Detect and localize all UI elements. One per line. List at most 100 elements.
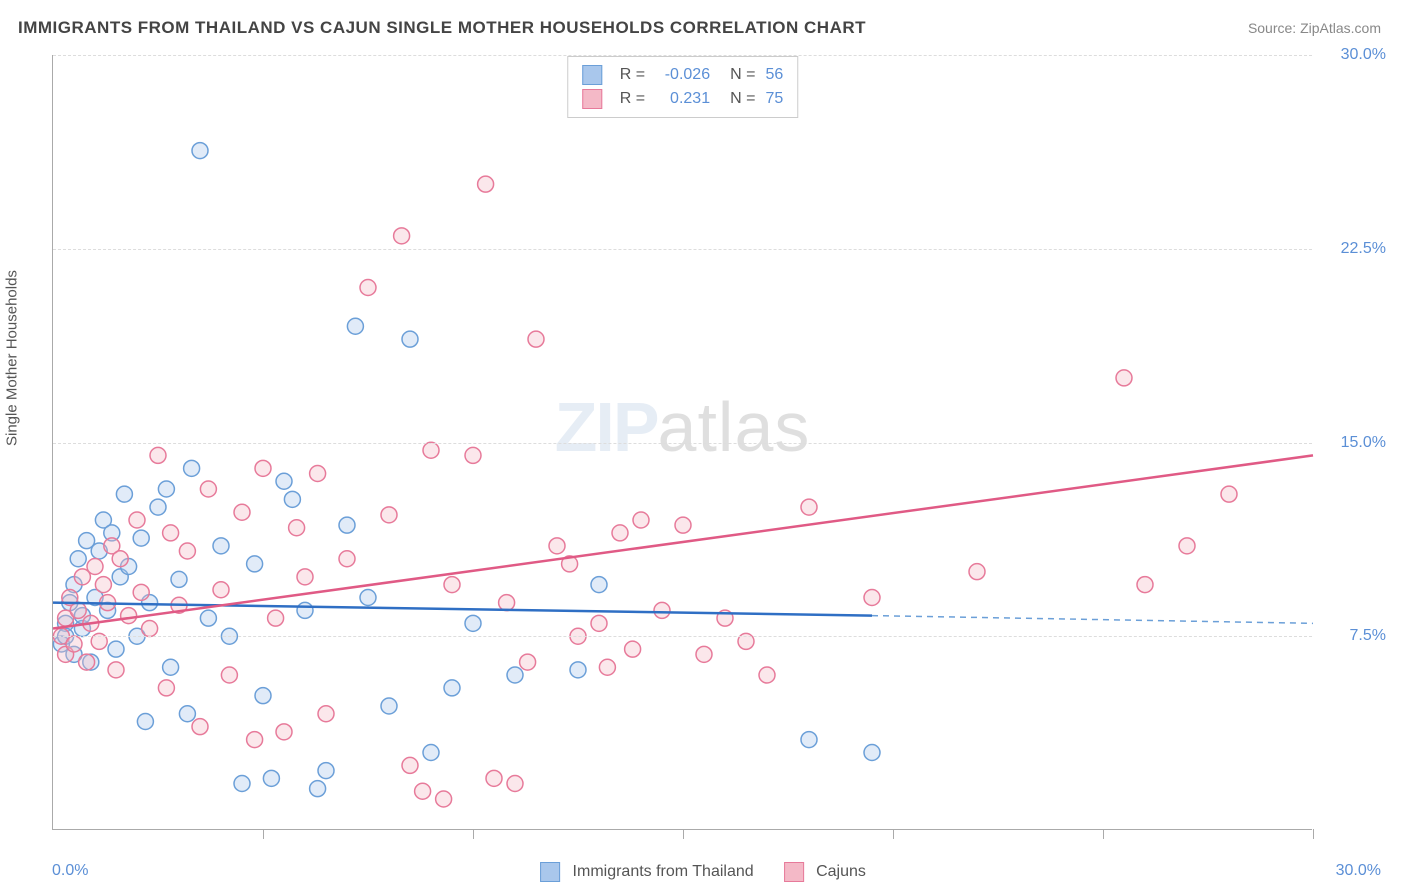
data-point: [297, 569, 313, 585]
data-point: [654, 602, 670, 618]
data-point: [158, 481, 174, 497]
data-point: [137, 714, 153, 730]
data-point: [381, 507, 397, 523]
data-point: [276, 473, 292, 489]
legend-swatch-blue-icon: [540, 862, 560, 882]
data-point: [234, 504, 250, 520]
data-point: [486, 770, 502, 786]
data-point: [1137, 577, 1153, 593]
x-tick: [893, 829, 894, 839]
data-point: [150, 447, 166, 463]
data-point: [284, 491, 300, 507]
data-point: [549, 538, 565, 554]
data-point: [394, 228, 410, 244]
data-point: [1116, 370, 1132, 386]
data-point: [234, 776, 250, 792]
data-point: [864, 745, 880, 761]
data-point: [163, 525, 179, 541]
data-point: [297, 602, 313, 618]
data-point: [507, 776, 523, 792]
chart-title: IMMIGRANTS FROM THAILAND VS CAJUN SINGLE…: [18, 18, 866, 38]
data-point: [70, 602, 86, 618]
data-point: [339, 551, 355, 567]
data-point: [415, 783, 431, 799]
data-point: [507, 667, 523, 683]
data-point: [381, 698, 397, 714]
data-point: [255, 688, 271, 704]
series-legend: Immigrants from Thailand Cajuns: [540, 862, 866, 882]
legend-swatch-pink-icon: [784, 862, 804, 882]
gridline: [53, 443, 1312, 444]
data-point: [520, 654, 536, 670]
source-attribution: Source: ZipAtlas.com: [1248, 20, 1381, 36]
data-point: [142, 621, 158, 637]
data-point: [150, 499, 166, 515]
gridline: [53, 249, 1312, 250]
data-point: [444, 577, 460, 593]
data-point: [310, 781, 326, 797]
data-point: [599, 659, 615, 675]
data-point: [95, 577, 111, 593]
y-tick-label: 15.0%: [1341, 434, 1386, 452]
plot-area: ZIPatlas R = -0.026 N = 56 R = 0.231 N =…: [52, 55, 1312, 830]
x-tick: [1313, 829, 1314, 839]
data-point: [528, 331, 544, 347]
x-axis-max-label: 30.0%: [1336, 862, 1381, 880]
data-point: [339, 517, 355, 533]
y-tick-label: 30.0%: [1341, 46, 1386, 64]
data-point: [318, 706, 334, 722]
data-point: [633, 512, 649, 528]
data-point: [465, 447, 481, 463]
legend-item-cajuns: Cajuns: [784, 862, 866, 882]
data-point: [79, 654, 95, 670]
data-point: [289, 520, 305, 536]
data-point: [163, 659, 179, 675]
legend-swatch-pink: [582, 89, 602, 109]
data-point: [263, 770, 279, 786]
data-point: [171, 571, 187, 587]
data-point: [133, 530, 149, 546]
trend-line: [53, 455, 1313, 628]
data-point: [1179, 538, 1195, 554]
data-point: [570, 662, 586, 678]
data-point: [268, 610, 284, 626]
data-point: [116, 486, 132, 502]
data-point: [436, 791, 452, 807]
legend-row-series-2: R = 0.231 N = 75: [582, 87, 783, 111]
x-tick: [263, 829, 264, 839]
data-point: [499, 595, 515, 611]
data-point: [129, 512, 145, 528]
data-point: [192, 719, 208, 735]
data-point: [478, 176, 494, 192]
legend-item-thailand: Immigrants from Thailand: [540, 862, 754, 882]
correlation-legend: R = -0.026 N = 56 R = 0.231 N = 75: [567, 56, 798, 118]
data-point: [213, 538, 229, 554]
data-point: [347, 318, 363, 334]
data-point: [247, 556, 263, 572]
data-point: [318, 763, 334, 779]
data-point: [801, 499, 817, 515]
data-point: [969, 564, 985, 580]
data-point: [247, 732, 263, 748]
data-point: [465, 615, 481, 631]
data-point: [759, 667, 775, 683]
data-point: [192, 143, 208, 159]
data-point: [612, 525, 628, 541]
data-point: [276, 724, 292, 740]
data-point: [121, 608, 137, 624]
data-point: [87, 559, 103, 575]
data-point: [66, 636, 82, 652]
data-point: [221, 667, 237, 683]
data-point: [133, 584, 149, 600]
data-point: [864, 590, 880, 606]
x-axis-min-label: 0.0%: [52, 862, 88, 880]
x-tick: [683, 829, 684, 839]
data-point: [70, 551, 86, 567]
data-point: [179, 543, 195, 559]
data-point: [1221, 486, 1237, 502]
data-point: [801, 732, 817, 748]
data-point: [360, 280, 376, 296]
data-point: [213, 582, 229, 598]
data-point: [255, 460, 271, 476]
y-tick-label: 22.5%: [1341, 240, 1386, 258]
